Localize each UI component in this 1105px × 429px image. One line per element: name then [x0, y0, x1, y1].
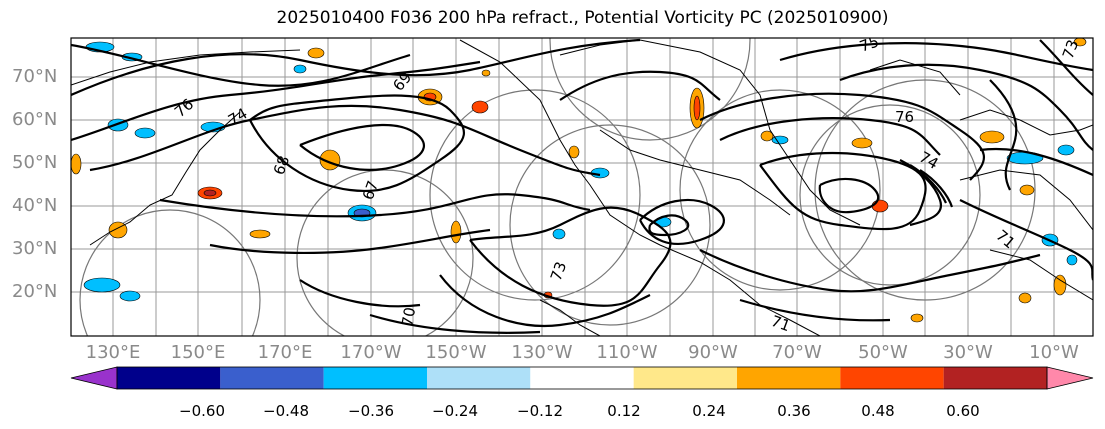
colorbar-segment	[220, 367, 324, 389]
colorbar-segment	[427, 367, 531, 389]
colorbar-segment	[840, 367, 944, 389]
colorbar-tick-label: −0.36	[348, 402, 394, 420]
lat-label: 60°N	[12, 109, 58, 130]
colorbar-tick-label: 0.48	[861, 402, 895, 420]
lon-label: 10°W	[1029, 342, 1079, 363]
colorbar-segment	[633, 367, 737, 389]
colorbar-segment	[737, 367, 841, 389]
lat-label: 20°N	[12, 281, 58, 302]
colorbar-segment	[117, 367, 221, 389]
colorbar-segment	[530, 367, 634, 389]
lat-label: 30°N	[12, 238, 58, 259]
contour-label: 76	[895, 108, 914, 126]
map-title: 2025010400 F036 200 hPa refract., Potent…	[276, 8, 889, 28]
map-frame	[70, 37, 1094, 337]
colorbar	[70, 366, 1094, 390]
lon-label: 150°W	[425, 342, 487, 363]
lon-label: 50°W	[858, 342, 908, 363]
contour-label: 70	[398, 306, 419, 328]
contour-label: 67	[359, 178, 382, 202]
graticule	[71, 38, 1093, 336]
colorbar-tick-label: −0.48	[263, 402, 309, 420]
colorbar-segment	[323, 367, 427, 389]
lon-label: 110°W	[596, 342, 658, 363]
contour-label: 73	[1059, 37, 1082, 61]
colorbar-tick-label: 0.12	[607, 402, 641, 420]
lat-label: 40°N	[12, 195, 58, 216]
colorbar-extend-high	[1046, 366, 1094, 390]
colorbar-tick-label: −0.24	[432, 402, 478, 420]
colorbar-border	[116, 366, 1048, 390]
contour-label: 71	[769, 312, 793, 335]
lat-label: 50°N	[12, 152, 58, 173]
colorbar-tick-label: 0.36	[777, 402, 811, 420]
contour-label: 73	[547, 259, 570, 283]
colorbar-tick-label: −0.12	[517, 402, 563, 420]
lon-label: 130°W	[511, 342, 573, 363]
lon-label: 170°W	[340, 342, 402, 363]
contour-label: 75	[857, 32, 881, 55]
colorbar-extend-low	[70, 366, 118, 390]
pv-patches	[71, 38, 1087, 323]
lat-label: 70°N	[12, 66, 58, 87]
contour-label: 68	[270, 153, 293, 177]
lon-label: 170°E	[257, 342, 313, 363]
lon-label: 70°W	[772, 342, 822, 363]
colorbar-tick-label: 0.24	[692, 402, 726, 420]
lon-label: 130°E	[85, 342, 141, 363]
lon-label: 90°W	[688, 342, 738, 363]
coastlines	[71, 39, 1093, 336]
colorbar-tick-label: 0.60	[946, 402, 980, 420]
colorbar-segment	[943, 367, 1047, 389]
lon-label: 150°E	[170, 342, 226, 363]
contours	[71, 38, 1093, 334]
range-circles	[79, 38, 1036, 336]
colorbar-tick-label: −0.60	[179, 402, 225, 420]
lon-label: 30°W	[943, 342, 993, 363]
